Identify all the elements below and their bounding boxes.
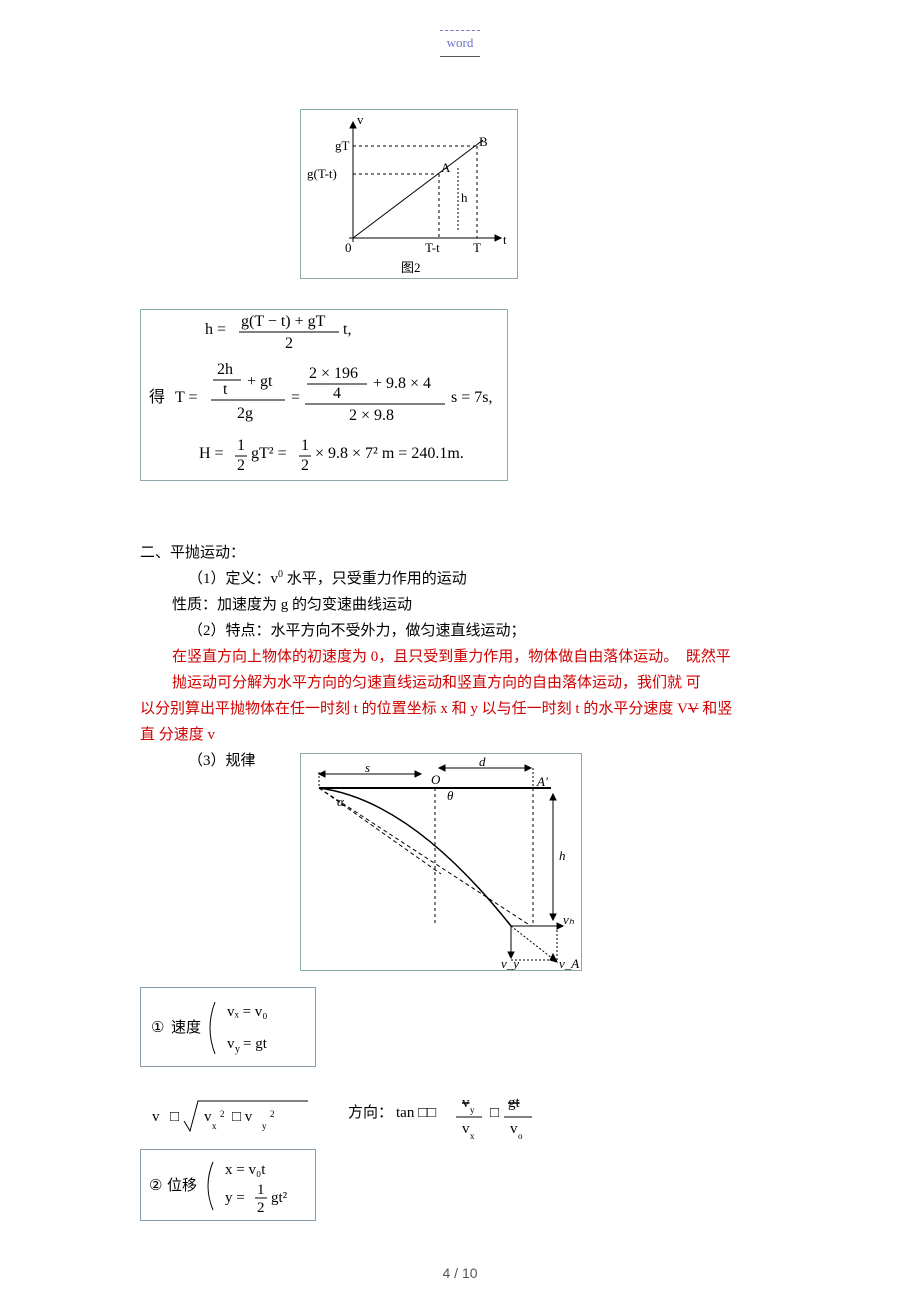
svg-text:y =: y =	[225, 1190, 245, 1206]
svg-text:1: 1	[237, 437, 245, 454]
svg-text:t: t	[223, 381, 228, 398]
svg-text:□: □	[490, 1105, 499, 1121]
svg-text:y: y	[262, 1121, 267, 1131]
property-line: 性质：加速度为 g 的匀变速曲线运动	[140, 593, 780, 617]
red-line-4: 直 分速度 v	[140, 723, 780, 747]
svg-text:B: B	[479, 134, 488, 149]
svg-text:v: v	[204, 1109, 212, 1125]
svg-text:v_y: v_y	[501, 956, 519, 970]
svg-text:gT² =: gT² =	[251, 445, 287, 462]
svg-text:gt: gt	[508, 1095, 521, 1111]
svg-text:1: 1	[301, 437, 309, 454]
svg-text:α: α	[337, 794, 345, 809]
svg-text:gT: gT	[335, 138, 350, 153]
svg-text:位移: 位移	[167, 1177, 197, 1194]
svg-text:× 9.8 × 7² m = 240.1m.: × 9.8 × 7² m = 240.1m.	[315, 445, 464, 462]
svg-text:v: v	[357, 112, 364, 127]
svg-text:T-t: T-t	[425, 240, 440, 255]
svg-text:= gt: = gt	[243, 1036, 268, 1052]
svg-text:2: 2	[270, 1109, 275, 1119]
svg-text:4: 4	[333, 385, 341, 402]
svg-text:h =: h =	[205, 321, 226, 338]
svg-text:x = v₀t: x = v₀t	[225, 1162, 266, 1178]
svg-text:T: T	[473, 240, 481, 255]
svg-text:②: ②	[149, 1178, 162, 1194]
svg-text:1: 1	[257, 1182, 265, 1198]
svg-text:□: □	[170, 1109, 179, 1125]
svg-text:得: 得	[149, 388, 165, 406]
svg-text:T =: T =	[175, 389, 198, 406]
vt-graph-svg: v gT g(T-t) A B h T-t T t 0 图2	[301, 110, 517, 278]
svg-text:v: v	[510, 1121, 518, 1137]
svg-text:速度: 速度	[171, 1019, 201, 1036]
svg-text:2: 2	[257, 1200, 265, 1216]
equation-block-1: h = g(T − t) + gT 2 t, 得 T = 2h t + gt 2…	[140, 309, 508, 481]
svg-text:2: 2	[301, 457, 309, 474]
item-2: （2）特点：水平方向不受外力，做匀速直线运动；	[140, 619, 780, 643]
svg-text:t: t	[503, 232, 507, 247]
figure-2: s d A' O θ α h vₕ v_y v_A	[300, 753, 780, 979]
svg-text:v_A: v_A	[559, 956, 579, 970]
section-2-title: 二、平抛运动：	[140, 541, 780, 565]
svg-text:y: y	[470, 1105, 475, 1115]
svg-text:A: A	[441, 160, 451, 175]
red-line-2: 抛运动可分解为水平方向的匀速直线运动和竖直方向的自由落体运动，我们就 可	[140, 671, 780, 695]
svg-text:①: ①	[151, 1020, 164, 1036]
svg-text:=: =	[291, 389, 300, 406]
svg-text:h: h	[559, 848, 566, 863]
red-line-3: 以分别算出平抛物体在任一时刻 t 的位置坐标 x 和 y 以与任一时刻 t 的水…	[140, 697, 780, 721]
svg-text:h: h	[461, 190, 468, 205]
svg-text:v: v	[462, 1121, 470, 1137]
svg-text:y: y	[235, 1044, 240, 1055]
svg-text:2 × 196: 2 × 196	[309, 365, 358, 382]
svg-text:t,: t,	[343, 321, 351, 338]
svg-text:vₕ: vₕ	[563, 912, 575, 927]
svg-text:2h: 2h	[217, 361, 233, 378]
svg-text:2: 2	[237, 457, 245, 474]
svg-text:2: 2	[285, 335, 293, 352]
svg-text:2: 2	[220, 1109, 225, 1119]
svg-text:x: x	[470, 1131, 475, 1141]
page-number: 4 / 10	[0, 1262, 920, 1284]
svg-text:v: v	[152, 1109, 160, 1125]
svg-text:方向：: 方向：	[348, 1104, 393, 1121]
svg-text:θ: θ	[447, 788, 454, 803]
svg-text:g(T − t) + gT: g(T − t) + gT	[241, 313, 326, 330]
svg-text:2g: 2g	[237, 405, 253, 422]
svg-text:o: o	[518, 1131, 523, 1141]
svg-text:图2: 图2	[401, 260, 421, 275]
svg-text:s: s	[365, 760, 370, 775]
svg-text:+ 9.8 × 4: + 9.8 × 4	[373, 375, 431, 392]
page-header: word	[440, 30, 480, 57]
svg-text:□ v: □ v	[232, 1109, 253, 1125]
svg-text:H =: H =	[199, 445, 224, 462]
svg-text:v: v	[462, 1095, 470, 1111]
svg-text:g(T-t): g(T-t)	[307, 166, 337, 181]
svg-text:gt²: gt²	[271, 1190, 288, 1206]
svg-text:d: d	[479, 754, 486, 769]
svg-text:O: O	[431, 772, 441, 787]
velocity-magnitude-formula: v □ vx2 □ vy2 方向： tan □□ vy vx □ gt vo	[148, 1087, 780, 1157]
equation-displacement-box: ② 位移 x = v₀t y = 1 2 gt²	[140, 1149, 316, 1221]
svg-text:tan □□: tan □□	[396, 1105, 436, 1121]
svg-text:2 × 9.8: 2 × 9.8	[349, 407, 394, 424]
svg-text:x: x	[212, 1121, 217, 1131]
svg-text:0: 0	[345, 240, 352, 255]
svg-text:s = 7s,: s = 7s,	[451, 389, 492, 406]
red-line-1: 在竖直方向上物体的初速度为 0，且只受到重力作用，物体做自由落体运动。 既然平	[140, 645, 780, 669]
svg-text:+ gt: + gt	[247, 373, 273, 390]
svg-text:v: v	[227, 1036, 235, 1052]
equation-velocity-box: ① 速度 vₓ = v₀ v y = gt	[140, 987, 316, 1067]
figure-1: v gT g(T-t) A B h T-t T t 0 图2	[300, 109, 780, 287]
svg-text:A': A'	[536, 774, 548, 789]
svg-text:vₓ = v₀: vₓ = v₀	[227, 1004, 268, 1020]
item-1: （1）定义：v0 v⁰ 水平，只受重力作用的运动水平，只受重力作用的运动	[140, 567, 780, 591]
